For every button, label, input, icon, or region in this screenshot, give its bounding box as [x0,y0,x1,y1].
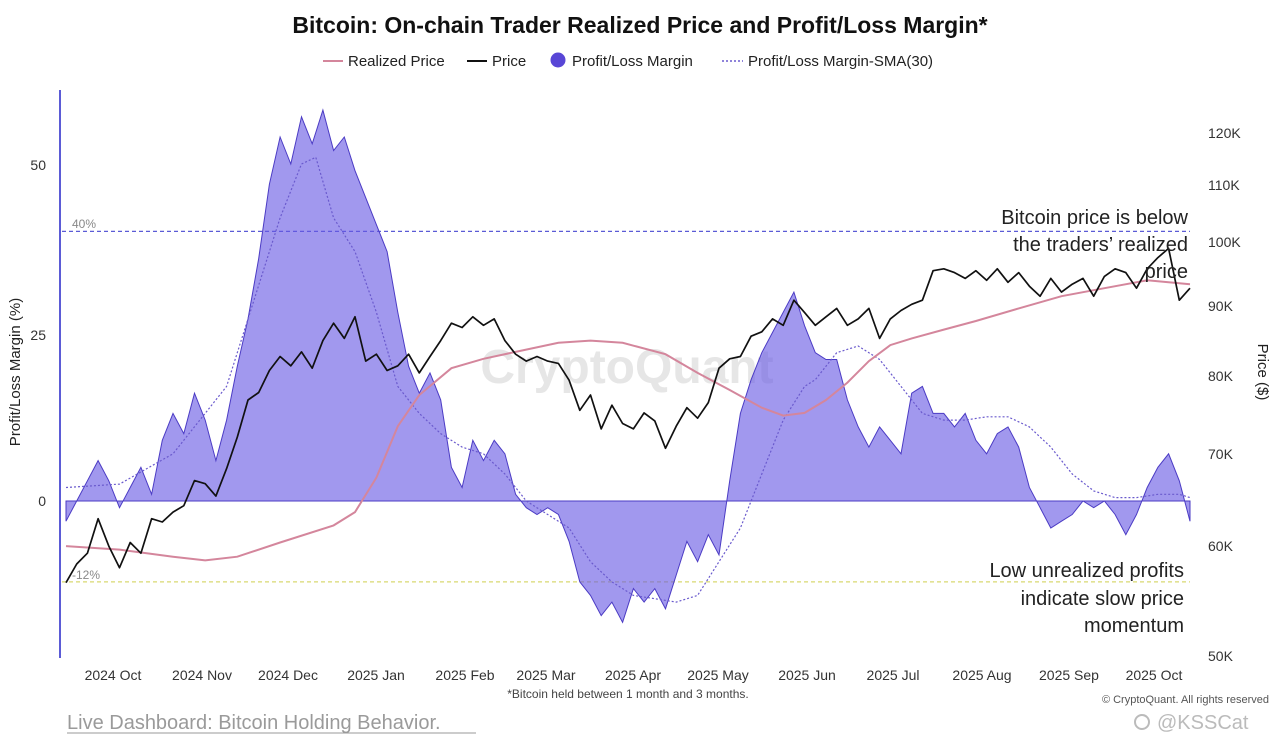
left-tick-25: 25 [30,327,46,343]
plot-area [62,108,1191,624]
x-tick-2024-dec: 2024 Dec [258,667,318,683]
copyright: © CryptoQuant. All rights reserved [1102,694,1269,706]
right-tick-70k: 70K [1208,446,1234,462]
annotation-lower-line-1: Low unrealized profits [989,560,1184,582]
legend-label-realized-price: Realized Price [348,53,445,70]
right-tick-60k: 60K [1208,538,1234,554]
left-tick-50: 50 [30,157,46,173]
annotation-upper-line-2: the traders’ realized [1013,234,1188,256]
left-tick-0: 0 [38,493,46,509]
right-tick-90k: 90K [1208,298,1234,314]
ref-label-40: 40% [72,217,96,231]
x-tick-2025-jul: 2025 Jul [867,667,920,683]
watermark: CryptoQuant [480,341,773,394]
right-tick-110k: 110K [1208,177,1240,193]
ref-label-neg12: -12% [72,568,100,582]
x-tick-2025-feb: 2025 Feb [435,667,494,683]
annotation-lower: Low unrealized profits indicate slow pri… [989,560,1184,637]
left-axis-label: Profit/Loss Margin (%) [7,298,24,446]
legend-label-sma: Profit/Loss Margin-SMA(30) [748,53,933,70]
x-tick-2025-oct: 2025 Oct [1126,667,1183,683]
x-axis: 2024 Oct 2024 Nov 2024 Dec 2025 Jan 2025… [85,667,1183,683]
right-tick-80k: 80K [1208,368,1234,384]
legend: Realized Price Price Profit/Loss Margin … [323,52,933,70]
series-price [65,247,1191,584]
author-handle: @KSSCat [1134,712,1249,734]
right-tick-120k: 120K [1208,125,1241,141]
x-tick-2025-apr: 2025 Apr [605,667,661,683]
annotation-upper-line-3: price [1145,261,1188,283]
annotation-upper: Bitcoin price is below the traders’ real… [1001,207,1188,283]
annotation-lower-line-3: momentum [1084,615,1184,637]
right-axis: 120K 110K 100K 90K 80K 70K 60K 50K [1208,125,1241,664]
x-tick-2025-sep: 2025 Sep [1039,667,1099,683]
x-tick-2025-jun: 2025 Jun [778,667,836,683]
x-tick-2025-aug: 2025 Aug [952,667,1011,683]
x-tick-2025-jan: 2025 Jan [347,667,405,683]
footnote: *Bitcoin held between 1 month and 3 mont… [507,687,749,701]
series-realized-price [65,279,1191,562]
legend-swatch-margin [550,52,566,68]
legend-label-margin: Profit/Loss Margin [572,53,693,70]
series-profit-loss-margin [65,108,1191,624]
chart-title: Bitcoin: On-chain Trader Realized Price … [292,12,987,38]
annotation-upper-line-1: Bitcoin price is below [1001,207,1188,229]
x-tick-2024-nov: 2024 Nov [172,667,232,683]
series-margin-sma30 [65,156,1191,603]
x-tick-2025-mar: 2025 Mar [516,667,575,683]
x-tick-2025-may: 2025 May [687,667,748,683]
handle-logo-icon [1134,714,1150,730]
right-axis-label: Price ($) [1254,344,1271,401]
legend-label-price: Price [492,53,526,70]
handle-text: @KSSCat [1157,712,1249,734]
right-tick-100k: 100K [1208,234,1241,250]
right-tick-50k: 50K [1208,648,1234,664]
dashboard-link[interactable]: Live Dashboard: Bitcoin Holding Behavior… [67,712,441,734]
x-tick-2024-oct: 2024 Oct [85,667,142,683]
annotation-lower-line-2: indicate slow price [1021,588,1184,610]
